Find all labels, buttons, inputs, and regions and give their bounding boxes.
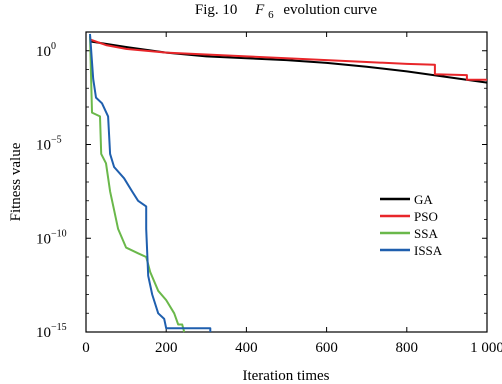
- title-prefix: Fig. 10: [195, 2, 238, 18]
- y-tick-label: 100: [36, 41, 56, 60]
- x-tick-label: 400: [235, 340, 258, 356]
- title-symbol: F: [254, 2, 265, 18]
- plot-frame: [85, 31, 488, 333]
- ticks-layer: 0 200 400 600 800 1 000 100 10−5 10−10 10−15: [36, 31, 502, 356]
- series-line-ga: [89, 40, 488, 84]
- x-tick-label: 600: [315, 340, 338, 356]
- legend-label-issa: ISSA: [414, 243, 443, 258]
- y-tick-label: 10−10: [36, 228, 67, 247]
- series-line-issa: [89, 33, 212, 332]
- y-tick-label: 10−5: [36, 135, 62, 154]
- title-suffix: evolution curve: [283, 2, 377, 18]
- series-layer: [89, 33, 488, 333]
- y-axis-label: Fitness value: [8, 142, 24, 221]
- title-subscript: 6: [268, 9, 274, 21]
- legend-label-ga: GA: [414, 192, 433, 207]
- x-tick-label: 200: [155, 340, 178, 356]
- x-axis-label: Iteration times: [242, 368, 329, 384]
- legend-label-ssa: SSA: [414, 226, 438, 241]
- x-tick-label: 1 000: [470, 340, 502, 356]
- x-tick-label: 0: [82, 340, 90, 356]
- legend-label-pso: PSO: [414, 209, 438, 224]
- legend: GA PSO SSA ISSA: [380, 192, 443, 258]
- y-tick-label: 10−15: [36, 322, 67, 341]
- chart-title: Fig. 10 F 6 evolution curve: [195, 2, 378, 22]
- series-line-pso: [89, 38, 487, 81]
- series-line-ssa: [89, 35, 186, 333]
- x-tick-label: 800: [396, 340, 419, 356]
